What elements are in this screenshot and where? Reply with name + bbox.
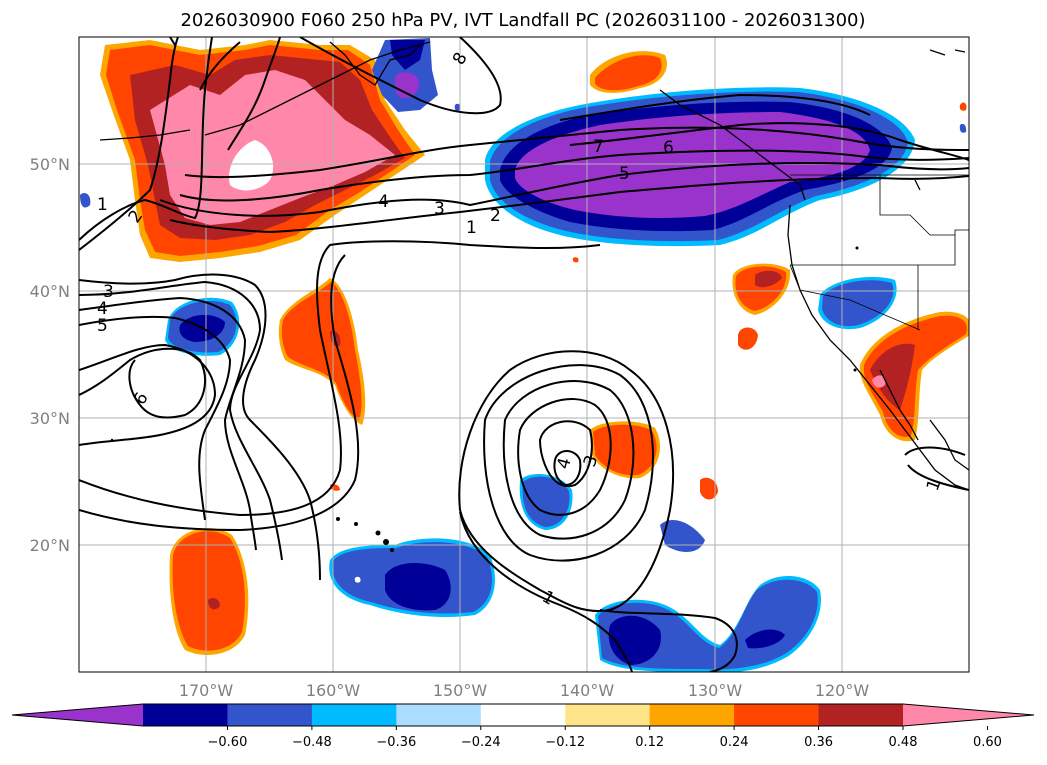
contour-label: 6 [663, 138, 674, 158]
lon-tick-label: 140°W [560, 681, 615, 700]
islands [110, 246, 859, 552]
contour-label: 1 [97, 195, 108, 215]
colorbar-extend-max [903, 704, 1034, 726]
positive-anomaly-gulf-alaska [590, 51, 668, 93]
colorbar-tick-label: 0.48 [889, 735, 918, 750]
colorbar-tick-label: 0.24 [720, 735, 749, 750]
colorbar-cell [396, 704, 482, 726]
colorbar-cell [227, 704, 313, 726]
colorbar-tick-label: −0.36 [376, 735, 416, 750]
colorbar-cell [734, 704, 820, 726]
lon-tick-label: 120°W [815, 681, 870, 700]
positive-anomaly-southwest [169, 527, 249, 655]
lon-tick-label: 130°W [688, 681, 743, 700]
positive-anomaly-midpacific [278, 278, 366, 425]
positive-anomaly-baja [859, 311, 969, 442]
colorbar-cell [143, 704, 228, 726]
pv-contours-upper-northeast [559, 93, 969, 161]
positive-anomaly-california [732, 263, 791, 350]
lon-tick-label: 170°W [179, 681, 234, 700]
colorbar-cell [818, 704, 904, 726]
figure-title: 2026030900 F060 250 hPa PV, IVT Landfall… [180, 10, 865, 31]
map-frame [78, 36, 970, 673]
pv-contours [79, 37, 969, 672]
political-borders [789, 174, 969, 331]
contour-label: 5 [619, 164, 630, 184]
lon-tick-labels: 170°W 160°W 150°W 140°W 130°W 120°W [179, 681, 870, 700]
contour-label: 4 [97, 299, 108, 319]
colorbar-outline [11, 703, 1035, 727]
negative-anomaly-hawaii [329, 538, 495, 617]
colorbar: −0.60 −0.48 −0.36 −0.24 −0.12 0.12 0.24 0.36 0.4… [11, 703, 1035, 750]
colorbar-tick-label: −0.12 [545, 735, 585, 750]
negative-anomaly-south [595, 575, 821, 672]
contour-label: 7 [593, 137, 604, 157]
lat-tick-label: 50°N [30, 155, 70, 174]
colorbar-tick-label: 0.12 [635, 735, 664, 750]
contour-label: 5 [97, 316, 108, 336]
colorbar-tick-label: 0.60 [973, 735, 1002, 750]
contour-label: 4 [378, 192, 389, 212]
colorbar-tick-label: −0.24 [461, 735, 501, 750]
colorbar-cell [649, 704, 735, 726]
colorbar-tick-label: −0.60 [208, 735, 248, 750]
contour-label: 2 [490, 206, 501, 226]
anomaly-specks [80, 102, 967, 263]
contour-label: 3 [103, 282, 114, 302]
lat-tick-label: 20°N [30, 536, 70, 555]
colorbar-tick-label: −0.48 [292, 735, 332, 750]
colorbar-cell [311, 704, 397, 726]
lon-tick-label: 150°W [433, 681, 488, 700]
colorbar-cell [480, 704, 566, 726]
lat-tick-labels: 50°N 40°N 30°N 20°N [30, 155, 70, 555]
map-area: 8 7 6 5 4 3 2 1 1 2 3 4 5 6 4 3 1 1 [79, 37, 969, 672]
lon-tick-label: 160°W [306, 681, 361, 700]
colorbar-tick-label: 0.36 [804, 735, 833, 750]
lat-tick-label: 40°N [30, 282, 70, 301]
lat-tick-label: 30°N [30, 409, 70, 428]
colorbar-extend-min [12, 704, 143, 726]
colorbar-cell [565, 704, 651, 726]
contour-label: 1 [466, 218, 477, 238]
coastlines [99, 41, 969, 491]
contour-label: 3 [434, 199, 445, 219]
negative-anomaly-alaska [372, 38, 438, 112]
contour-label: 4 [554, 456, 576, 472]
